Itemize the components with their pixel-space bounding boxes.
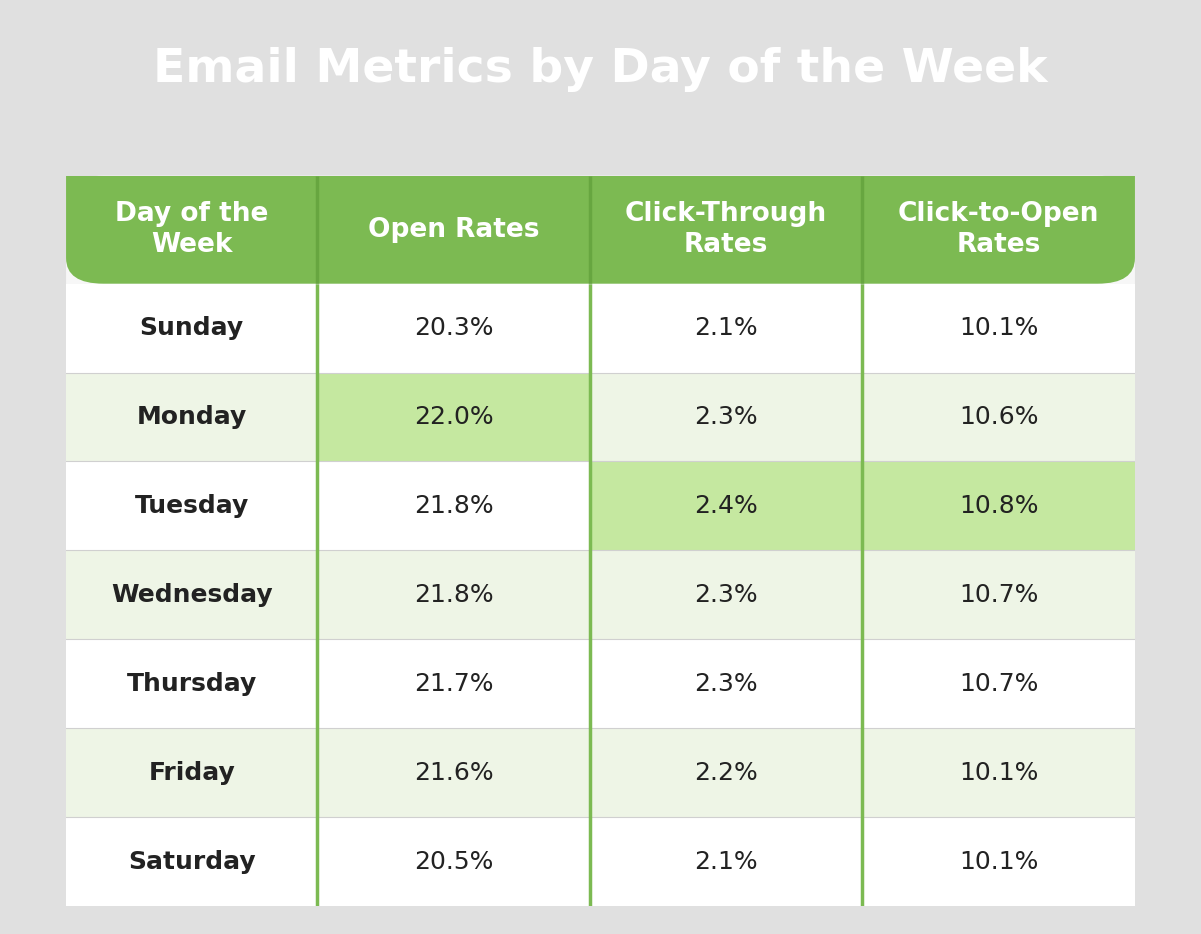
Text: Saturday: Saturday bbox=[127, 850, 256, 873]
Bar bbox=[66, 817, 1135, 906]
Bar bbox=[66, 729, 1135, 817]
Text: Thursday: Thursday bbox=[126, 672, 257, 696]
Bar bbox=[66, 284, 1135, 373]
Text: Wednesday: Wednesday bbox=[110, 583, 273, 607]
Text: Day of the
Week: Day of the Week bbox=[115, 201, 268, 258]
Bar bbox=[66, 550, 1135, 639]
Text: 2.1%: 2.1% bbox=[694, 316, 758, 340]
Text: 10.6%: 10.6% bbox=[958, 405, 1039, 429]
Text: 10.7%: 10.7% bbox=[958, 583, 1039, 607]
Text: Monday: Monday bbox=[137, 405, 246, 429]
Text: 10.8%: 10.8% bbox=[958, 494, 1039, 518]
FancyBboxPatch shape bbox=[66, 176, 1135, 906]
Text: Sunday: Sunday bbox=[139, 316, 244, 340]
Bar bbox=[66, 461, 1135, 550]
Text: Click-to-Open
Rates: Click-to-Open Rates bbox=[898, 201, 1099, 258]
Text: 10.7%: 10.7% bbox=[958, 672, 1039, 696]
Text: 21.8%: 21.8% bbox=[413, 583, 494, 607]
Text: 21.8%: 21.8% bbox=[413, 494, 494, 518]
Text: Tuesday: Tuesday bbox=[135, 494, 249, 518]
Bar bbox=[590, 461, 862, 550]
Text: 2.2%: 2.2% bbox=[694, 760, 758, 785]
Text: 10.1%: 10.1% bbox=[958, 850, 1039, 873]
Bar bbox=[66, 639, 1135, 729]
Text: 21.6%: 21.6% bbox=[413, 760, 494, 785]
Text: 20.5%: 20.5% bbox=[414, 850, 494, 873]
Text: Email Metrics by Day of the Week: Email Metrics by Day of the Week bbox=[154, 47, 1047, 92]
Text: 2.3%: 2.3% bbox=[694, 405, 758, 429]
Text: 2.1%: 2.1% bbox=[694, 850, 758, 873]
FancyBboxPatch shape bbox=[66, 147, 1135, 284]
Text: 2.3%: 2.3% bbox=[694, 672, 758, 696]
Bar bbox=[862, 461, 1135, 550]
Text: 20.3%: 20.3% bbox=[414, 316, 494, 340]
Text: 2.3%: 2.3% bbox=[694, 583, 758, 607]
Text: 10.1%: 10.1% bbox=[958, 760, 1039, 785]
Text: Open Rates: Open Rates bbox=[368, 217, 539, 243]
Text: 21.7%: 21.7% bbox=[414, 672, 494, 696]
Bar bbox=[66, 373, 1135, 461]
Text: 22.0%: 22.0% bbox=[413, 405, 494, 429]
Text: Friday: Friday bbox=[148, 760, 235, 785]
Bar bbox=[317, 373, 590, 461]
Text: 2.4%: 2.4% bbox=[694, 494, 758, 518]
Text: Click-Through
Rates: Click-Through Rates bbox=[625, 201, 827, 258]
Text: 10.1%: 10.1% bbox=[958, 316, 1039, 340]
